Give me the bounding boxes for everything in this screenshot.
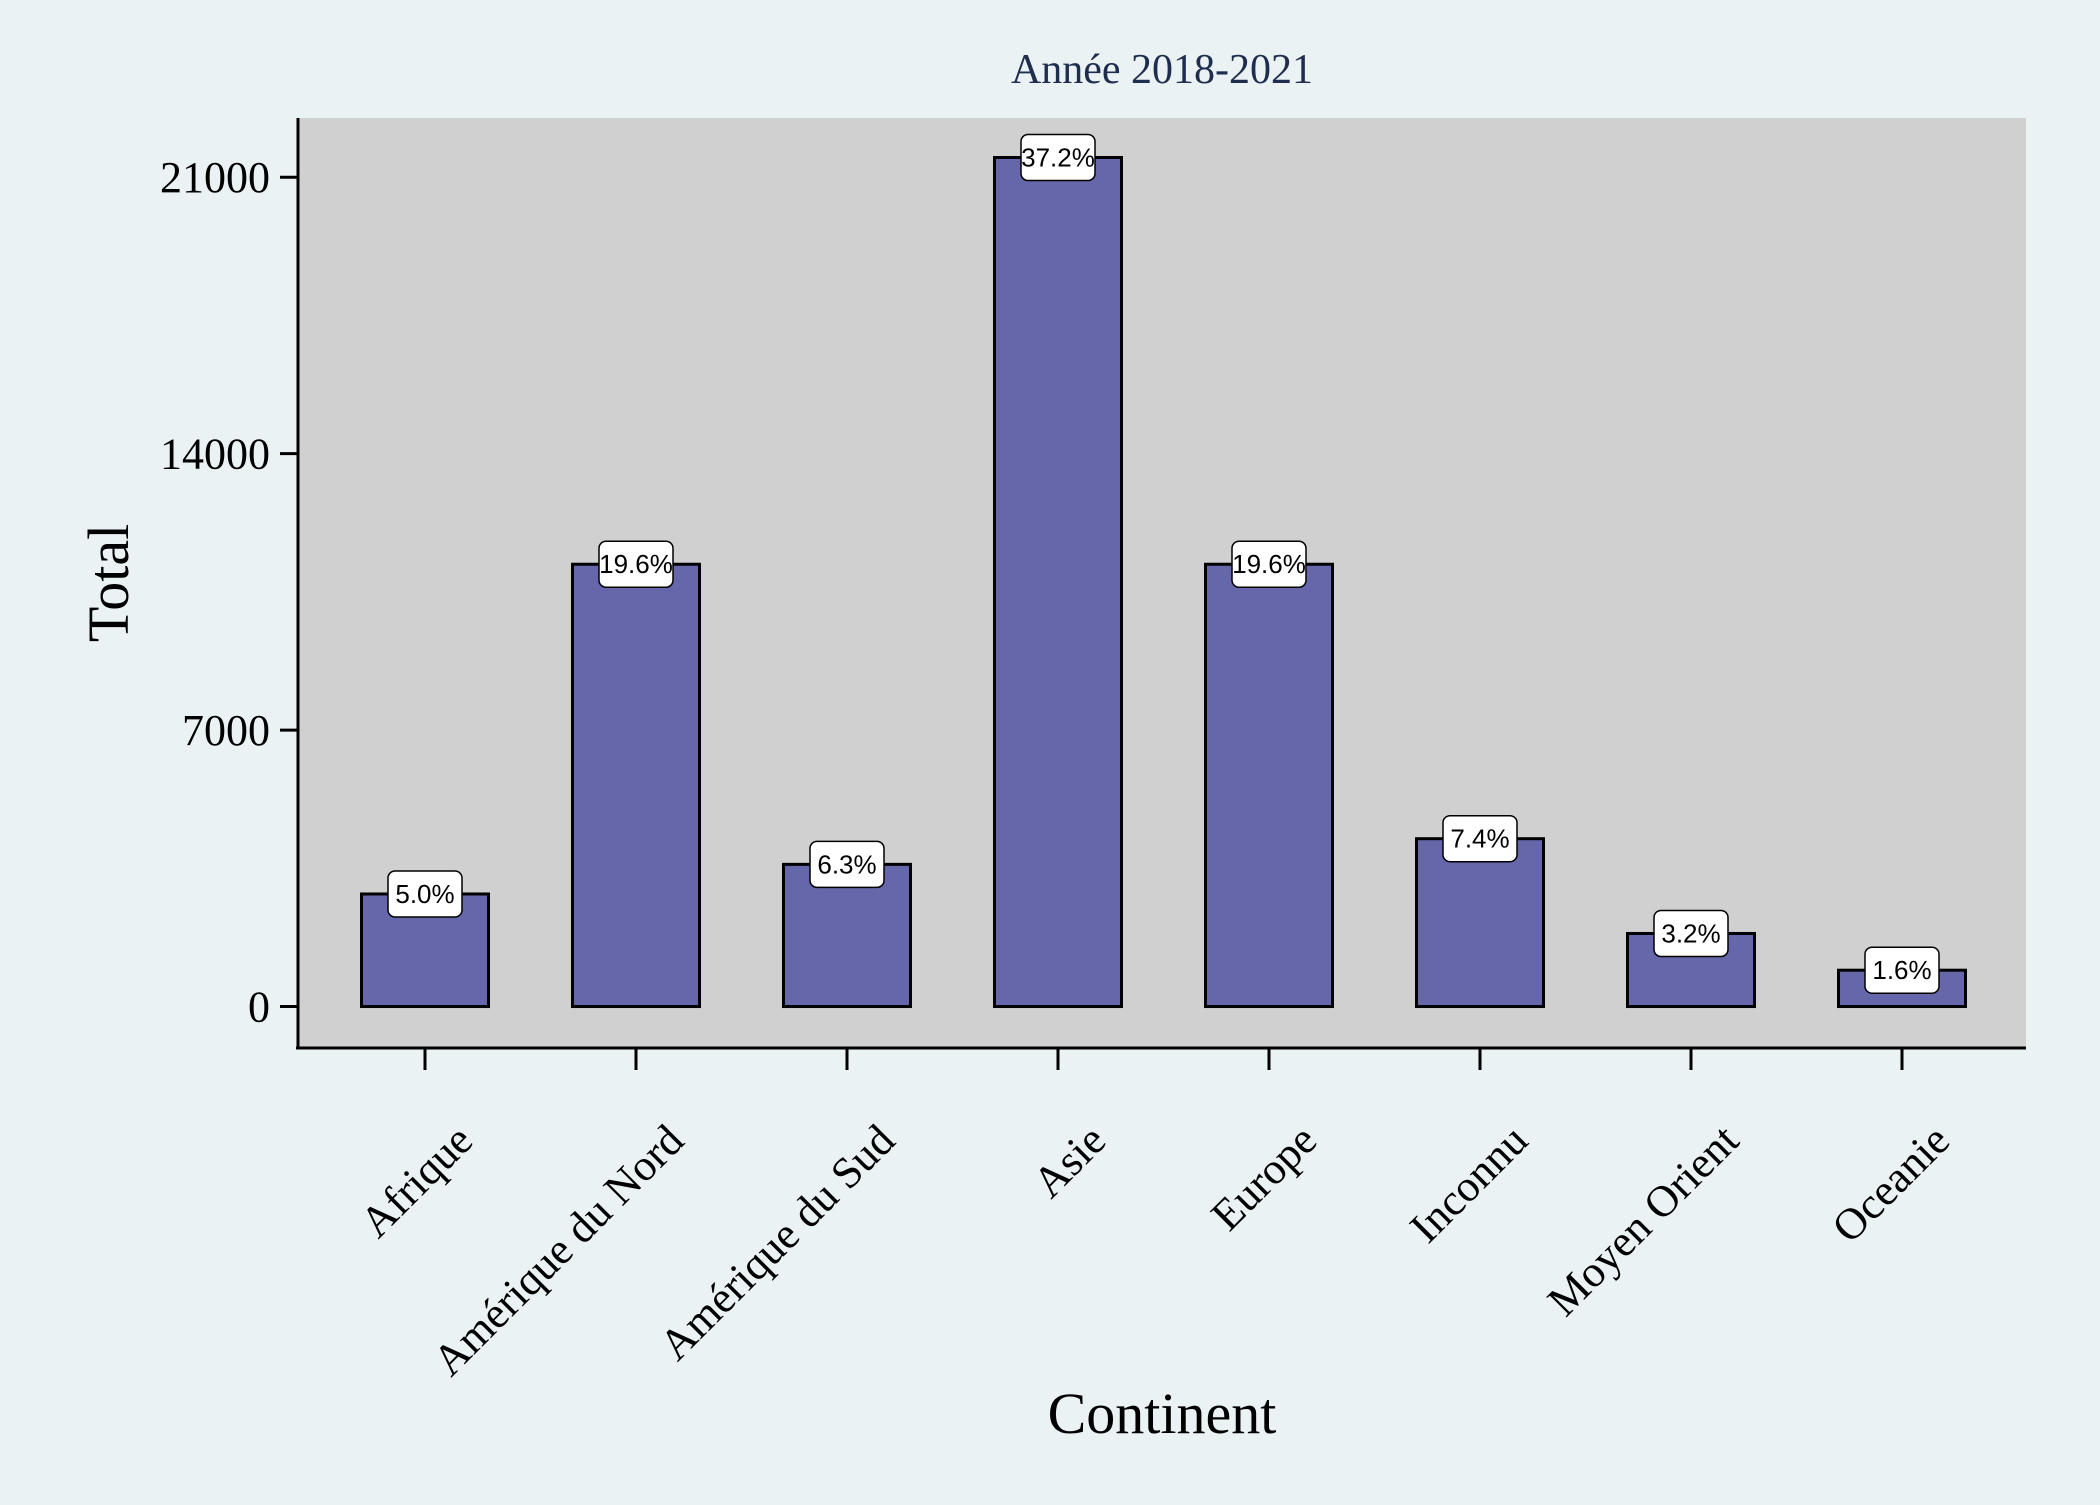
value-label-box-1 xyxy=(598,540,674,588)
value-label-6: 3.2% xyxy=(1661,918,1720,948)
x-tick-label-0: Afrique xyxy=(351,1115,482,1246)
x-tick-label-5: Inconnu xyxy=(1400,1115,1537,1252)
y-tick-label-2: 14000 xyxy=(160,430,270,479)
x-axis-title: Continent xyxy=(1048,1381,1277,1446)
y-tick-label-1: 7000 xyxy=(182,706,270,755)
y-tick-label-0: 0 xyxy=(248,983,270,1032)
value-label-box-4 xyxy=(1231,540,1307,588)
bar-5 xyxy=(1415,837,1545,1009)
value-label-7: 1.6% xyxy=(1872,955,1931,985)
value-label-2: 6.3% xyxy=(817,849,876,879)
y-ticks: 0 7000 14000 21000 xyxy=(160,153,298,1032)
value-label-5: 7.4% xyxy=(1450,824,1509,854)
chart-title: Année 2018-2021 xyxy=(1011,47,1313,93)
x-tick-label-7: Oceanie xyxy=(1823,1115,1960,1252)
value-label-1: 19.6% xyxy=(599,549,673,579)
value-label-box-3 xyxy=(1020,133,1096,182)
bar-4 xyxy=(1204,562,1334,1009)
value-label-box-7 xyxy=(1864,946,1940,994)
x-tick-label-4: Europe xyxy=(1202,1115,1326,1239)
x-tick-label-6: Moyen Orient xyxy=(1538,1115,1748,1325)
value-labels-layer: 5.0% 19.6% 6.3% 37.2% 19.6% 7.4% 3.2% 1.6% xyxy=(387,133,1940,994)
value-label-box-2 xyxy=(809,840,885,889)
y-tick-label-3: 21000 xyxy=(160,153,270,202)
x-tick-label-3: Asie xyxy=(1023,1115,1115,1207)
value-label-box-0 xyxy=(387,870,463,918)
value-label-3: 37.2% xyxy=(1021,142,1095,172)
plot-background xyxy=(298,118,2026,1048)
value-label-box-5 xyxy=(1442,814,1518,863)
value-label-box-6 xyxy=(1653,909,1729,958)
value-label-0: 5.0% xyxy=(395,879,454,909)
bar-1 xyxy=(571,562,701,1009)
y-axis-title: Total xyxy=(76,524,141,642)
value-label-4: 19.6% xyxy=(1232,549,1306,579)
bar-3 xyxy=(993,155,1123,1009)
